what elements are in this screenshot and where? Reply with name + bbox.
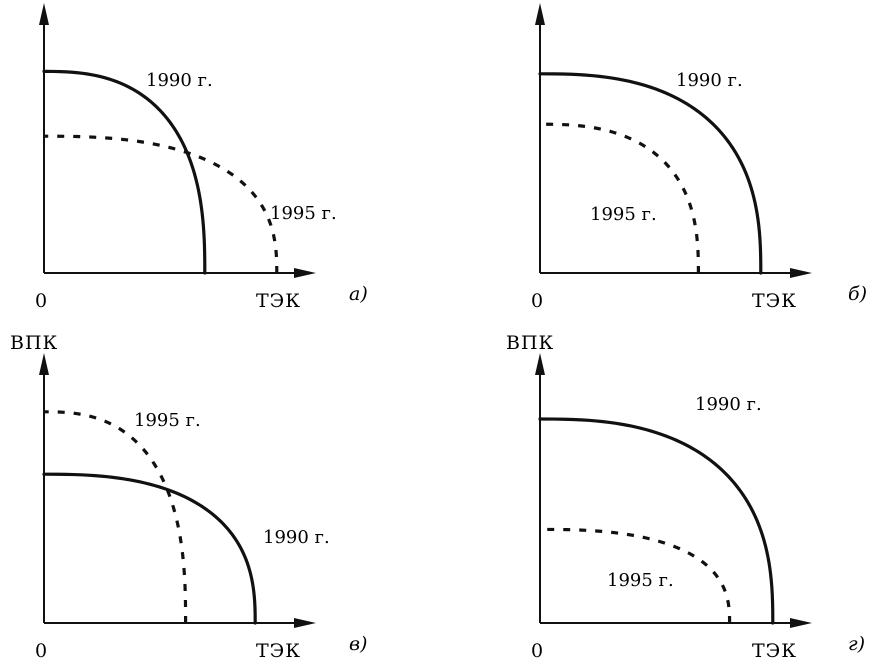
ppf-curve-dotted [43, 134, 279, 274]
curve-year-label: 1990 г. [263, 527, 330, 548]
x-axis-label: ТЭК [752, 640, 797, 662]
ppf-curve-solid [538, 417, 775, 625]
panel-v: ВПК ТЭК 0 в) 1995 г. 1990 г. [10, 332, 367, 662]
panel-label: в) [349, 633, 367, 655]
ppf-curve-dotted [43, 410, 188, 624]
y-axis-label: ВПК [506, 332, 554, 354]
y-axis-arrow-icon [535, 353, 545, 375]
curve-year-label: 1995 г. [134, 410, 201, 431]
x-axis-label: ТЭК [256, 290, 301, 312]
curve-year-label: 1995 г. [590, 204, 657, 225]
curve-year-label: 1990 г. [676, 70, 743, 91]
origin-label: 0 [531, 640, 543, 662]
y-axis-label: ВПК [10, 332, 58, 354]
x-axis-label: ТЭК [256, 640, 301, 662]
panel-label: а) [349, 283, 368, 305]
panel-label: г) [848, 633, 865, 655]
x-axis-label: ТЭК [752, 290, 797, 312]
x-axis-arrow-icon [790, 268, 812, 278]
ppf-curve-solid [538, 72, 763, 275]
curve-year-label: 1990 г. [146, 70, 213, 91]
ppf-curve-solid [42, 69, 207, 275]
y-axis-label: ВПК [10, 0, 58, 4]
ppf-curve-dotted [539, 122, 700, 274]
origin-label: 0 [35, 290, 47, 312]
panel-b: ВПК ТЭК 0 б) 1990 г. 1995 г. [506, 0, 867, 312]
curve-year-label: 1995 г. [270, 203, 337, 224]
y-axis-arrow-icon [39, 3, 49, 25]
origin-label: 0 [531, 290, 543, 312]
panel-a: ВПК ТЭК 0 а) 1990 г. 1995 г. [10, 0, 368, 312]
y-axis-arrow-icon [535, 3, 545, 25]
y-axis-arrow-icon [39, 353, 49, 375]
x-axis-arrow-icon [294, 618, 316, 628]
curve-year-label: 1990 г. [695, 394, 762, 415]
x-axis-arrow-icon [294, 268, 316, 278]
ppf-curve-solid [42, 472, 257, 625]
ppf-curve-dotted [539, 527, 732, 624]
panel-g: ВПК ТЭК 0 г) 1990 г. 1995 г. [506, 332, 865, 662]
origin-label: 0 [35, 640, 47, 662]
curve-year-label: 1995 г. [607, 570, 674, 591]
panel-label: б) [848, 283, 867, 305]
y-axis-label: ВПК [506, 0, 554, 4]
x-axis-arrow-icon [790, 618, 812, 628]
